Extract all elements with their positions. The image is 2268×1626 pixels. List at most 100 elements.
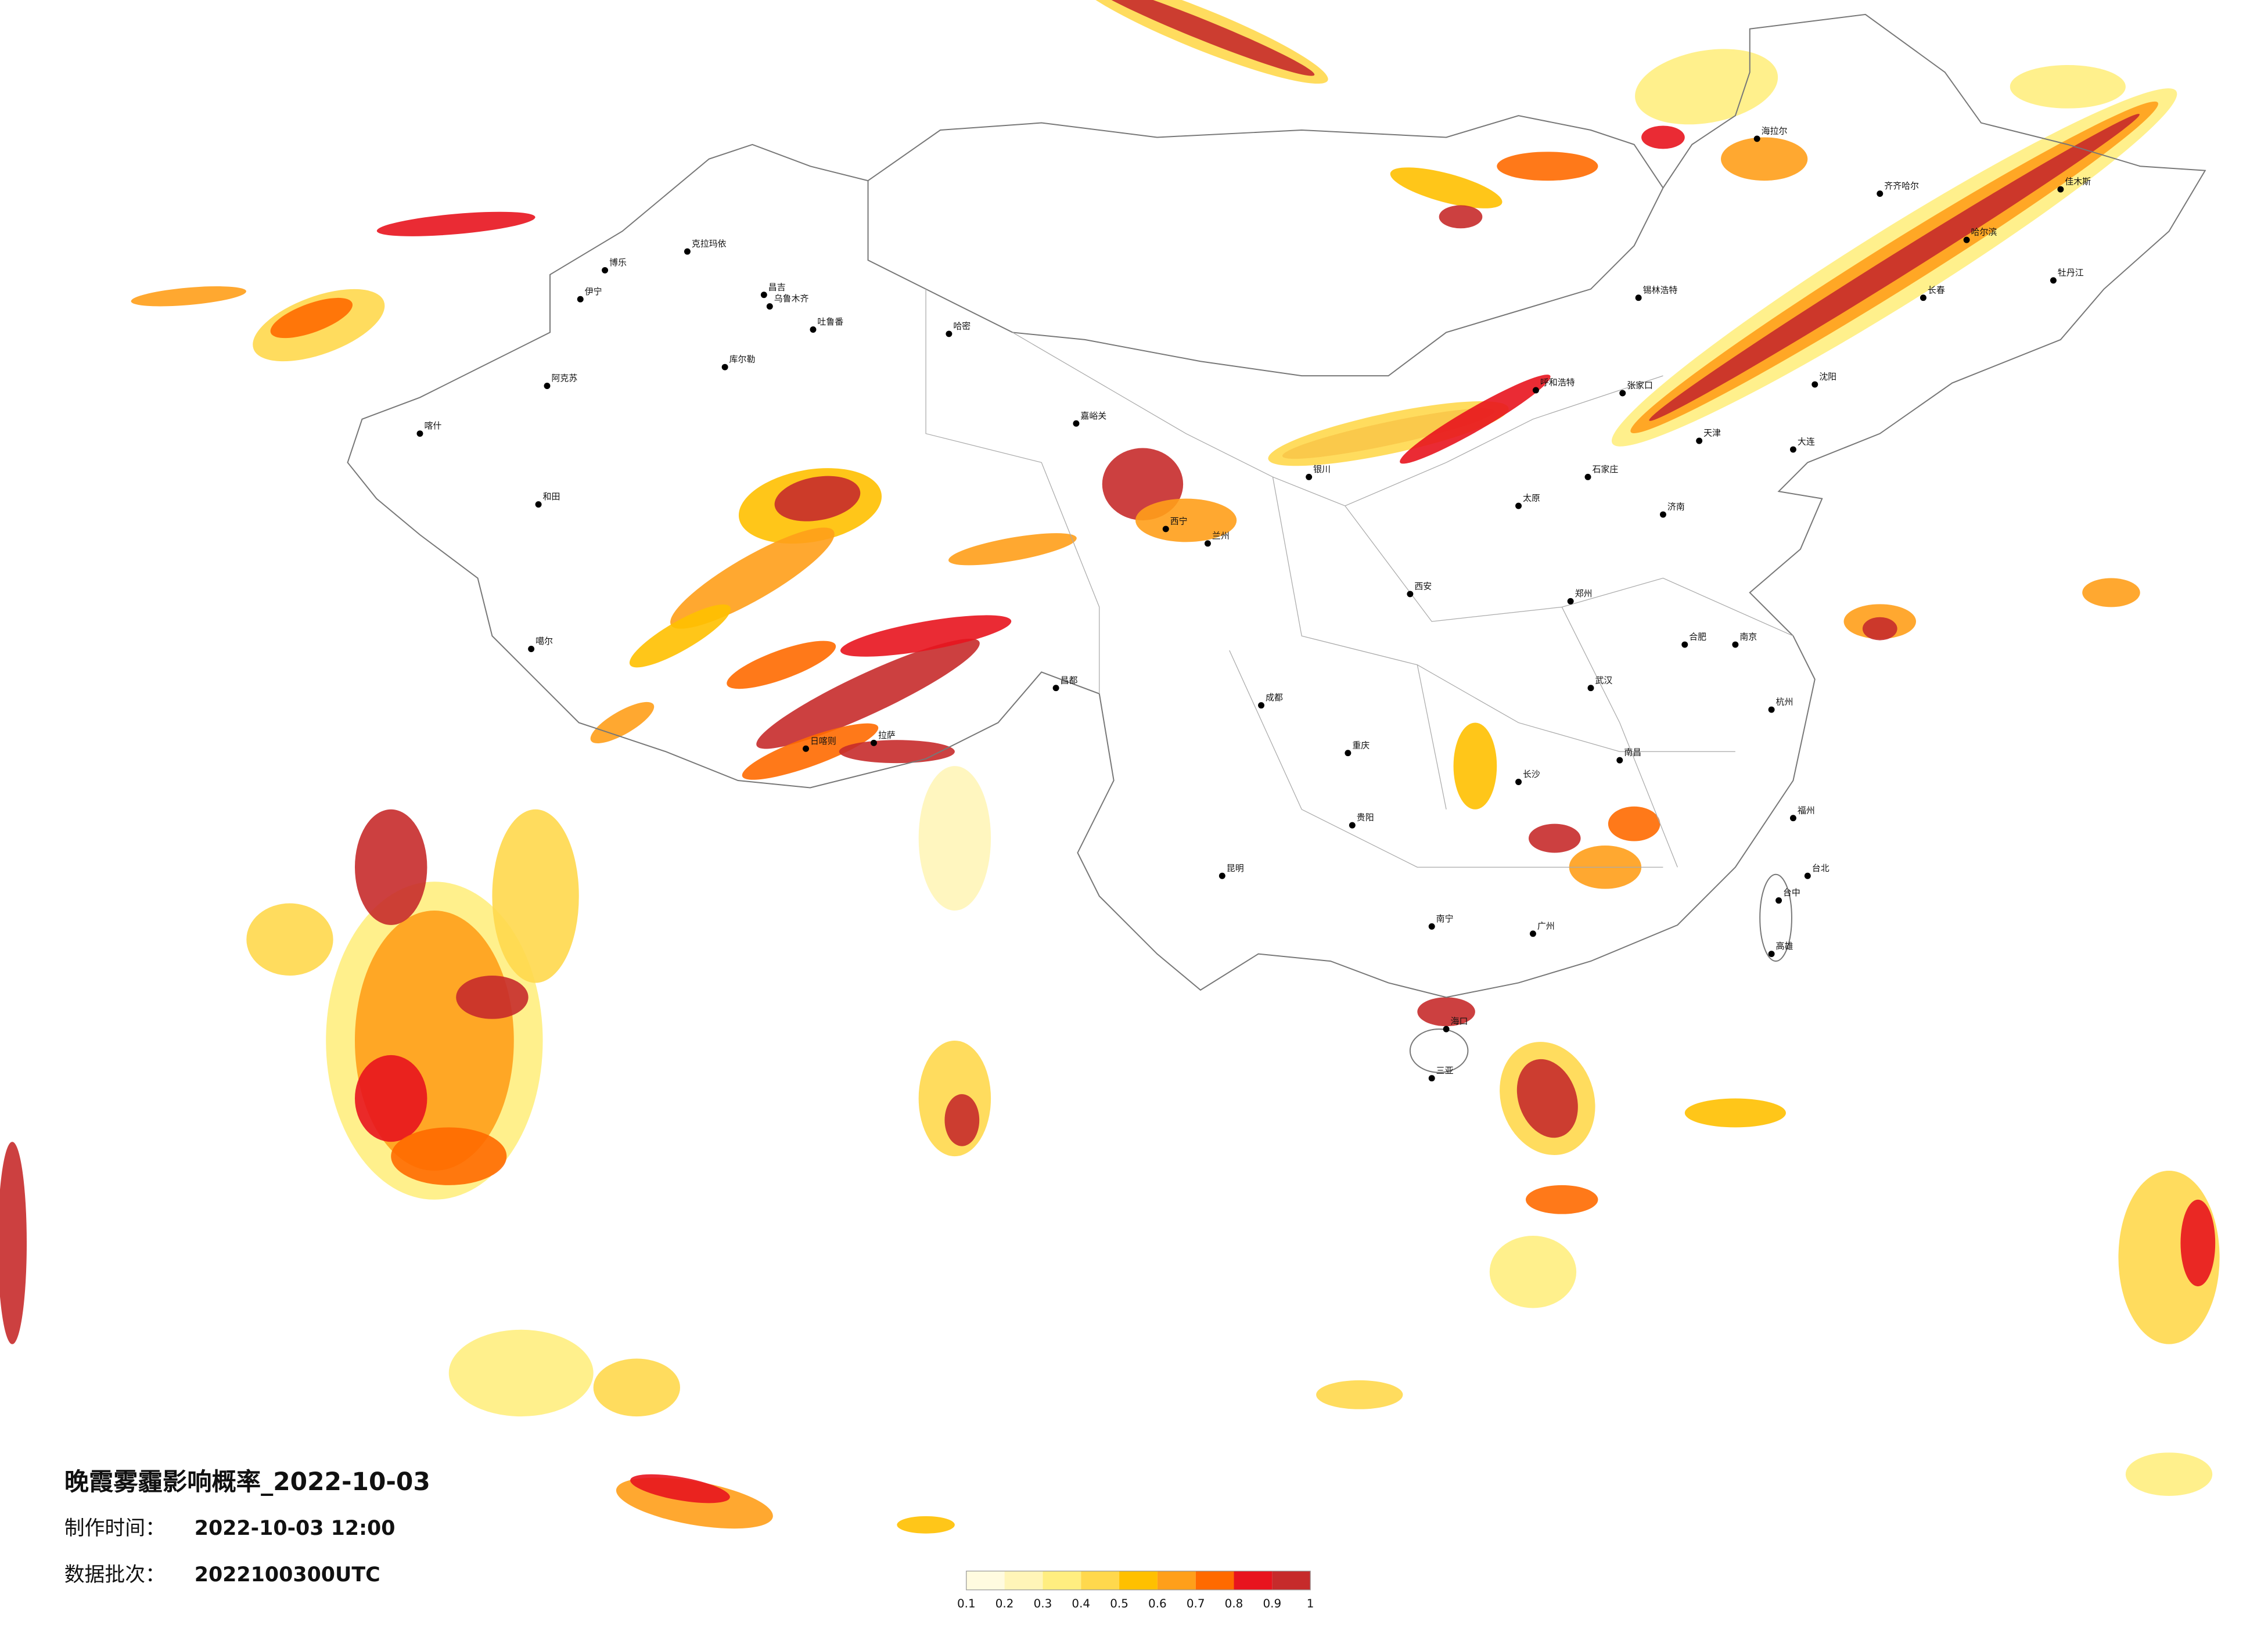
city-label: 三亚: [1436, 1065, 1454, 1075]
field-patch: [1528, 823, 1581, 853]
field-patch: [727, 641, 836, 689]
legend-tick-label: 0.5: [1110, 1597, 1128, 1610]
city-dot: [1768, 951, 1775, 958]
city-label: 博乐: [609, 257, 627, 268]
city-dot: [2057, 186, 2064, 193]
field-patch: [1641, 125, 1685, 149]
city-dot: [1428, 923, 1435, 930]
city-label: 高雄: [1776, 941, 1793, 951]
city-label: 伊宁: [585, 286, 602, 297]
city-label: 太原: [1523, 493, 1540, 503]
city-dot: [1567, 598, 1574, 605]
field-patch: [1316, 1380, 1403, 1409]
meta-value: 2022-10-03 12:00: [195, 1517, 396, 1540]
field-patch: [2082, 578, 2140, 607]
city-label: 成都: [1266, 692, 1283, 703]
city-dot: [760, 292, 767, 298]
city-label: 广州: [1537, 920, 1555, 931]
city-label: 昌都: [1061, 675, 1078, 685]
city-label: 呼和浩特: [1540, 377, 1575, 388]
field-patch: [448, 1329, 594, 1417]
field-patch: [456, 976, 529, 1019]
city-label: 西安: [1414, 581, 1432, 591]
city-dot: [721, 364, 728, 370]
china-outline: [347, 13, 2206, 998]
city-label: 沈阳: [1819, 372, 1836, 382]
city-dot: [1532, 387, 1539, 394]
city-label: 济南: [1667, 502, 1685, 512]
city-label: 台北: [1812, 863, 1830, 873]
field-patch: [1453, 722, 1497, 810]
field-patch: [354, 809, 427, 925]
city-dot: [1052, 685, 1059, 692]
legend-swatch: [1004, 1571, 1043, 1590]
field-patch: [1497, 152, 1598, 181]
city-label: 兰州: [1212, 530, 1230, 541]
city-label: 嘉峪关: [1080, 411, 1106, 421]
field-patch: [1439, 205, 1483, 229]
legend-tick-label: 0.2: [995, 1597, 1014, 1610]
field-patch: [1649, 114, 2140, 421]
city-label: 贵阳: [1357, 812, 1374, 823]
field-patch: [2180, 1199, 2216, 1287]
field-patch: [2125, 1452, 2213, 1496]
city-dot: [1162, 526, 1169, 533]
field-patch: [1635, 49, 1778, 125]
color-legend: 0.1 0.2 0.3 0.4 0.5 0.6 0.7 0.8 0.9 1: [957, 1570, 1314, 1610]
city-dot: [1619, 390, 1626, 397]
city-dot: [1753, 135, 1760, 142]
city-label: 吐鲁番: [817, 316, 843, 327]
city-label: 天津: [1703, 428, 1721, 438]
city-dot: [1428, 1075, 1435, 1082]
city-dot: [1073, 420, 1080, 427]
field-patch: [840, 615, 1012, 657]
city-label: 武汉: [1595, 675, 1612, 685]
city-dot: [803, 745, 809, 752]
city-dot: [1768, 706, 1775, 713]
legend-swatch: [1195, 1571, 1234, 1590]
field-patch: [629, 604, 731, 668]
city-label: 南京: [1739, 632, 1757, 642]
field-patch: [376, 211, 535, 236]
city-label: 福州: [1798, 805, 1815, 815]
city-dot: [1349, 822, 1356, 829]
city-label: 拉萨: [878, 730, 896, 740]
city-label: 佳木斯: [2065, 177, 2091, 187]
field-patch: [1390, 167, 1503, 208]
city-dot: [1696, 437, 1703, 444]
field-patch: [670, 527, 835, 629]
city-label: 海口: [1451, 1016, 1468, 1027]
city-label: 哈尔滨: [1971, 227, 1997, 238]
field-patch: [918, 766, 991, 911]
field-patch: [1268, 401, 1509, 466]
city-dot: [1587, 685, 1594, 692]
field-patch: [1525, 1185, 1598, 1214]
city-label: 南昌: [1624, 747, 1641, 758]
city-dot: [1635, 294, 1642, 301]
city-label: 大连: [1798, 437, 1815, 447]
field-patch: [948, 533, 1077, 566]
city-dot: [1407, 591, 1414, 598]
city-dot: [1515, 779, 1522, 785]
legend-swatch: [1043, 1571, 1081, 1590]
field-patch: [1086, 0, 1315, 76]
city-label: 郑州: [1575, 588, 1593, 599]
legend-tick-label: 0.7: [1187, 1597, 1205, 1610]
field-patch: [1516, 1059, 1578, 1138]
city-dot: [871, 739, 877, 746]
meta-label: 制作时间：: [64, 1517, 166, 1540]
legend-tick-label: 1: [1307, 1597, 1314, 1610]
field-patch: [0, 1142, 27, 1344]
field-patch: [1684, 1098, 1786, 1128]
city-label: 海拉尔: [1762, 125, 1788, 136]
field-patch: [354, 1055, 427, 1142]
boundaries: [347, 13, 2206, 1073]
legend-swatch: [966, 1571, 1005, 1590]
legend-tick-label: 0.3: [1034, 1597, 1052, 1610]
city-label: 和田: [543, 491, 560, 502]
city-dot: [1804, 872, 1811, 879]
city-dot: [2050, 277, 2057, 284]
city-label: 锡林浩特: [1643, 285, 1678, 295]
city-dot: [810, 326, 817, 333]
city-label: 长沙: [1523, 769, 1540, 779]
